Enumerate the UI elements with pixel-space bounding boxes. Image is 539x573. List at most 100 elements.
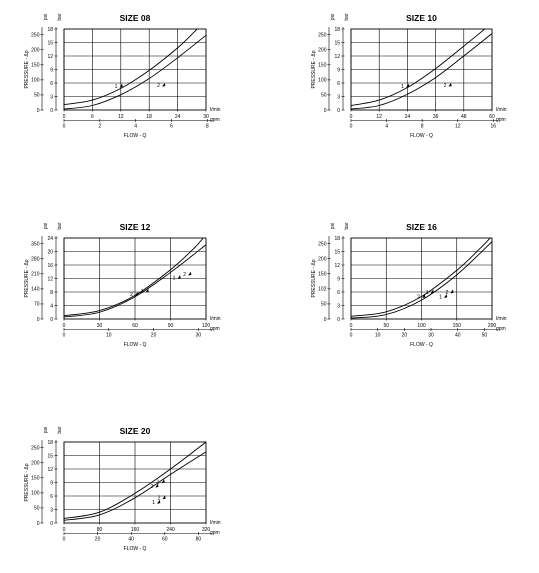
y-axis-label: PRESSURE - Δp — [24, 259, 30, 297]
plot-frame — [63, 28, 207, 111]
x-axis-label: FLOW - Q — [124, 546, 147, 552]
bar-tick-label: 3 — [50, 507, 53, 513]
x-secondary-tick-label: 60 — [162, 537, 168, 543]
curve-number-label: 2 — [417, 294, 420, 300]
curve-arrow — [157, 499, 161, 504]
series-curves — [64, 442, 206, 521]
x-axis-label: FLOW - Q — [124, 133, 147, 139]
psi-unit-label: psi — [330, 14, 336, 20]
curve-arrow — [422, 294, 426, 298]
psi-tick-label: 102 — [318, 287, 327, 293]
x-secondary-tick-label: 20 — [95, 537, 101, 543]
x-primary-tick-label: 48 — [461, 114, 467, 120]
x-primary-unit-label: l/min — [210, 316, 221, 322]
x-primary-tick-label: 24 — [175, 114, 181, 120]
series-curves — [351, 29, 492, 110]
curve-number-label: 2 — [157, 83, 160, 89]
psi-tick-label: 250 — [318, 241, 327, 247]
x-primary-tick-label: 240 — [166, 527, 175, 533]
x-primary-tick-label: 90 — [168, 323, 174, 329]
curve-number-label: 2 — [158, 496, 161, 502]
bar-tick-label: 18 — [334, 27, 340, 33]
x-secondary-unit-label: gpm — [210, 117, 220, 123]
x-secondary-tick-label: 30 — [428, 333, 434, 339]
curve-number-label: 1 — [152, 500, 155, 506]
x-primary-tick-label: 100 — [417, 323, 426, 329]
bar-unit-label: bar — [57, 222, 63, 230]
curve-arrow — [162, 495, 166, 500]
bar-tick-label: 12 — [47, 54, 53, 60]
psi-tick-label: 200 — [31, 48, 40, 54]
x-secondary-unit-label: gpm — [496, 326, 506, 332]
psi-tick-label: 100 — [31, 491, 40, 497]
psi-tick-label: 0 — [324, 108, 327, 114]
x-primary-unit-label: l/min — [210, 107, 221, 113]
curve-number-label: 1 — [115, 84, 118, 90]
curve-arrow — [162, 82, 166, 87]
x-primary-tick-label: 160 — [131, 527, 140, 533]
x-primary-tick-label: 12 — [118, 114, 124, 120]
x-primary-tick-label: 200 — [488, 323, 497, 329]
bar-tick-label: 0 — [337, 108, 340, 114]
curve-number-label: 2 — [445, 290, 448, 296]
y-axis-label: PRESSURE - Δp — [311, 50, 317, 88]
curve-number-label: 1 — [173, 275, 176, 281]
bar-tick-label: 3 — [337, 303, 340, 309]
psi-tick-label: 0 — [324, 317, 327, 323]
bar-tick-label: 0 — [337, 317, 340, 323]
x-primary-unit-label: l/min — [210, 520, 221, 526]
x-secondary-tick-label: 50 — [482, 333, 488, 339]
x-secondary-tick-label: 0 — [350, 333, 353, 339]
psi-unit-label: psi — [43, 14, 49, 20]
bar-tick-label: 0 — [50, 317, 53, 323]
x-primary-tick-label: 0 — [350, 323, 353, 329]
x-primary-tick-label: 320 — [202, 527, 211, 533]
chart-title: SIZE 10 — [406, 13, 437, 23]
x-secondary-unit-label: gpm — [210, 326, 220, 332]
bar-tick-label: 16 — [47, 263, 53, 269]
curve-number-label: 1 — [157, 479, 160, 485]
chart-title: SIZE 08 — [120, 13, 151, 23]
x-secondary-tick-label: 10 — [106, 333, 112, 339]
bar-tick-label: 6 — [50, 494, 53, 500]
psi-tick-label: 250 — [318, 32, 327, 38]
x-secondary-tick-label: 4 — [385, 124, 388, 130]
psi-tick-label: 0 — [37, 521, 40, 527]
curve-number-label: 1 — [439, 294, 442, 300]
x-secondary-tick-label: 10 — [375, 333, 381, 339]
bar-tick-label: 15 — [334, 249, 340, 255]
x-secondary-tick-label: 20 — [402, 333, 408, 339]
x-primary-unit-label: l/min — [496, 316, 507, 322]
x-primary-tick-label: 150 — [453, 323, 462, 329]
series-curves — [64, 238, 206, 318]
curve-number-label: 1 — [426, 290, 429, 296]
bar-tick-label: 12 — [334, 54, 340, 60]
x-secondary-tick-label: 0 — [63, 537, 66, 543]
series-line-1 — [64, 29, 198, 106]
psi-tick-label: 50 — [34, 93, 40, 99]
psi-tick-label: 70 — [34, 302, 40, 308]
x-secondary-tick-label: 40 — [455, 333, 461, 339]
bar-tick-label: 9 — [50, 67, 53, 73]
x-secondary-tick-label: 0 — [63, 124, 66, 130]
curve-arrow — [444, 294, 448, 298]
psi-unit-label: psi — [43, 427, 49, 433]
x-secondary-tick-label: 20 — [151, 333, 157, 339]
y-axis-label: PRESSURE - Δp — [24, 463, 30, 501]
bar-tick-label: 9 — [50, 480, 53, 486]
x-primary-tick-label: 0 — [63, 323, 66, 329]
x-secondary-tick-label: 80 — [196, 537, 202, 543]
series-line-1 — [64, 442, 206, 519]
curve-arrow — [145, 288, 149, 293]
psi-tick-label: 150 — [318, 63, 327, 69]
psi-tick-label: 150 — [31, 63, 40, 69]
plot-frame — [350, 28, 493, 111]
chart-title: SIZE 12 — [120, 222, 151, 232]
psi-tick-label: 250 — [31, 445, 40, 451]
curve-arrow — [119, 83, 123, 88]
